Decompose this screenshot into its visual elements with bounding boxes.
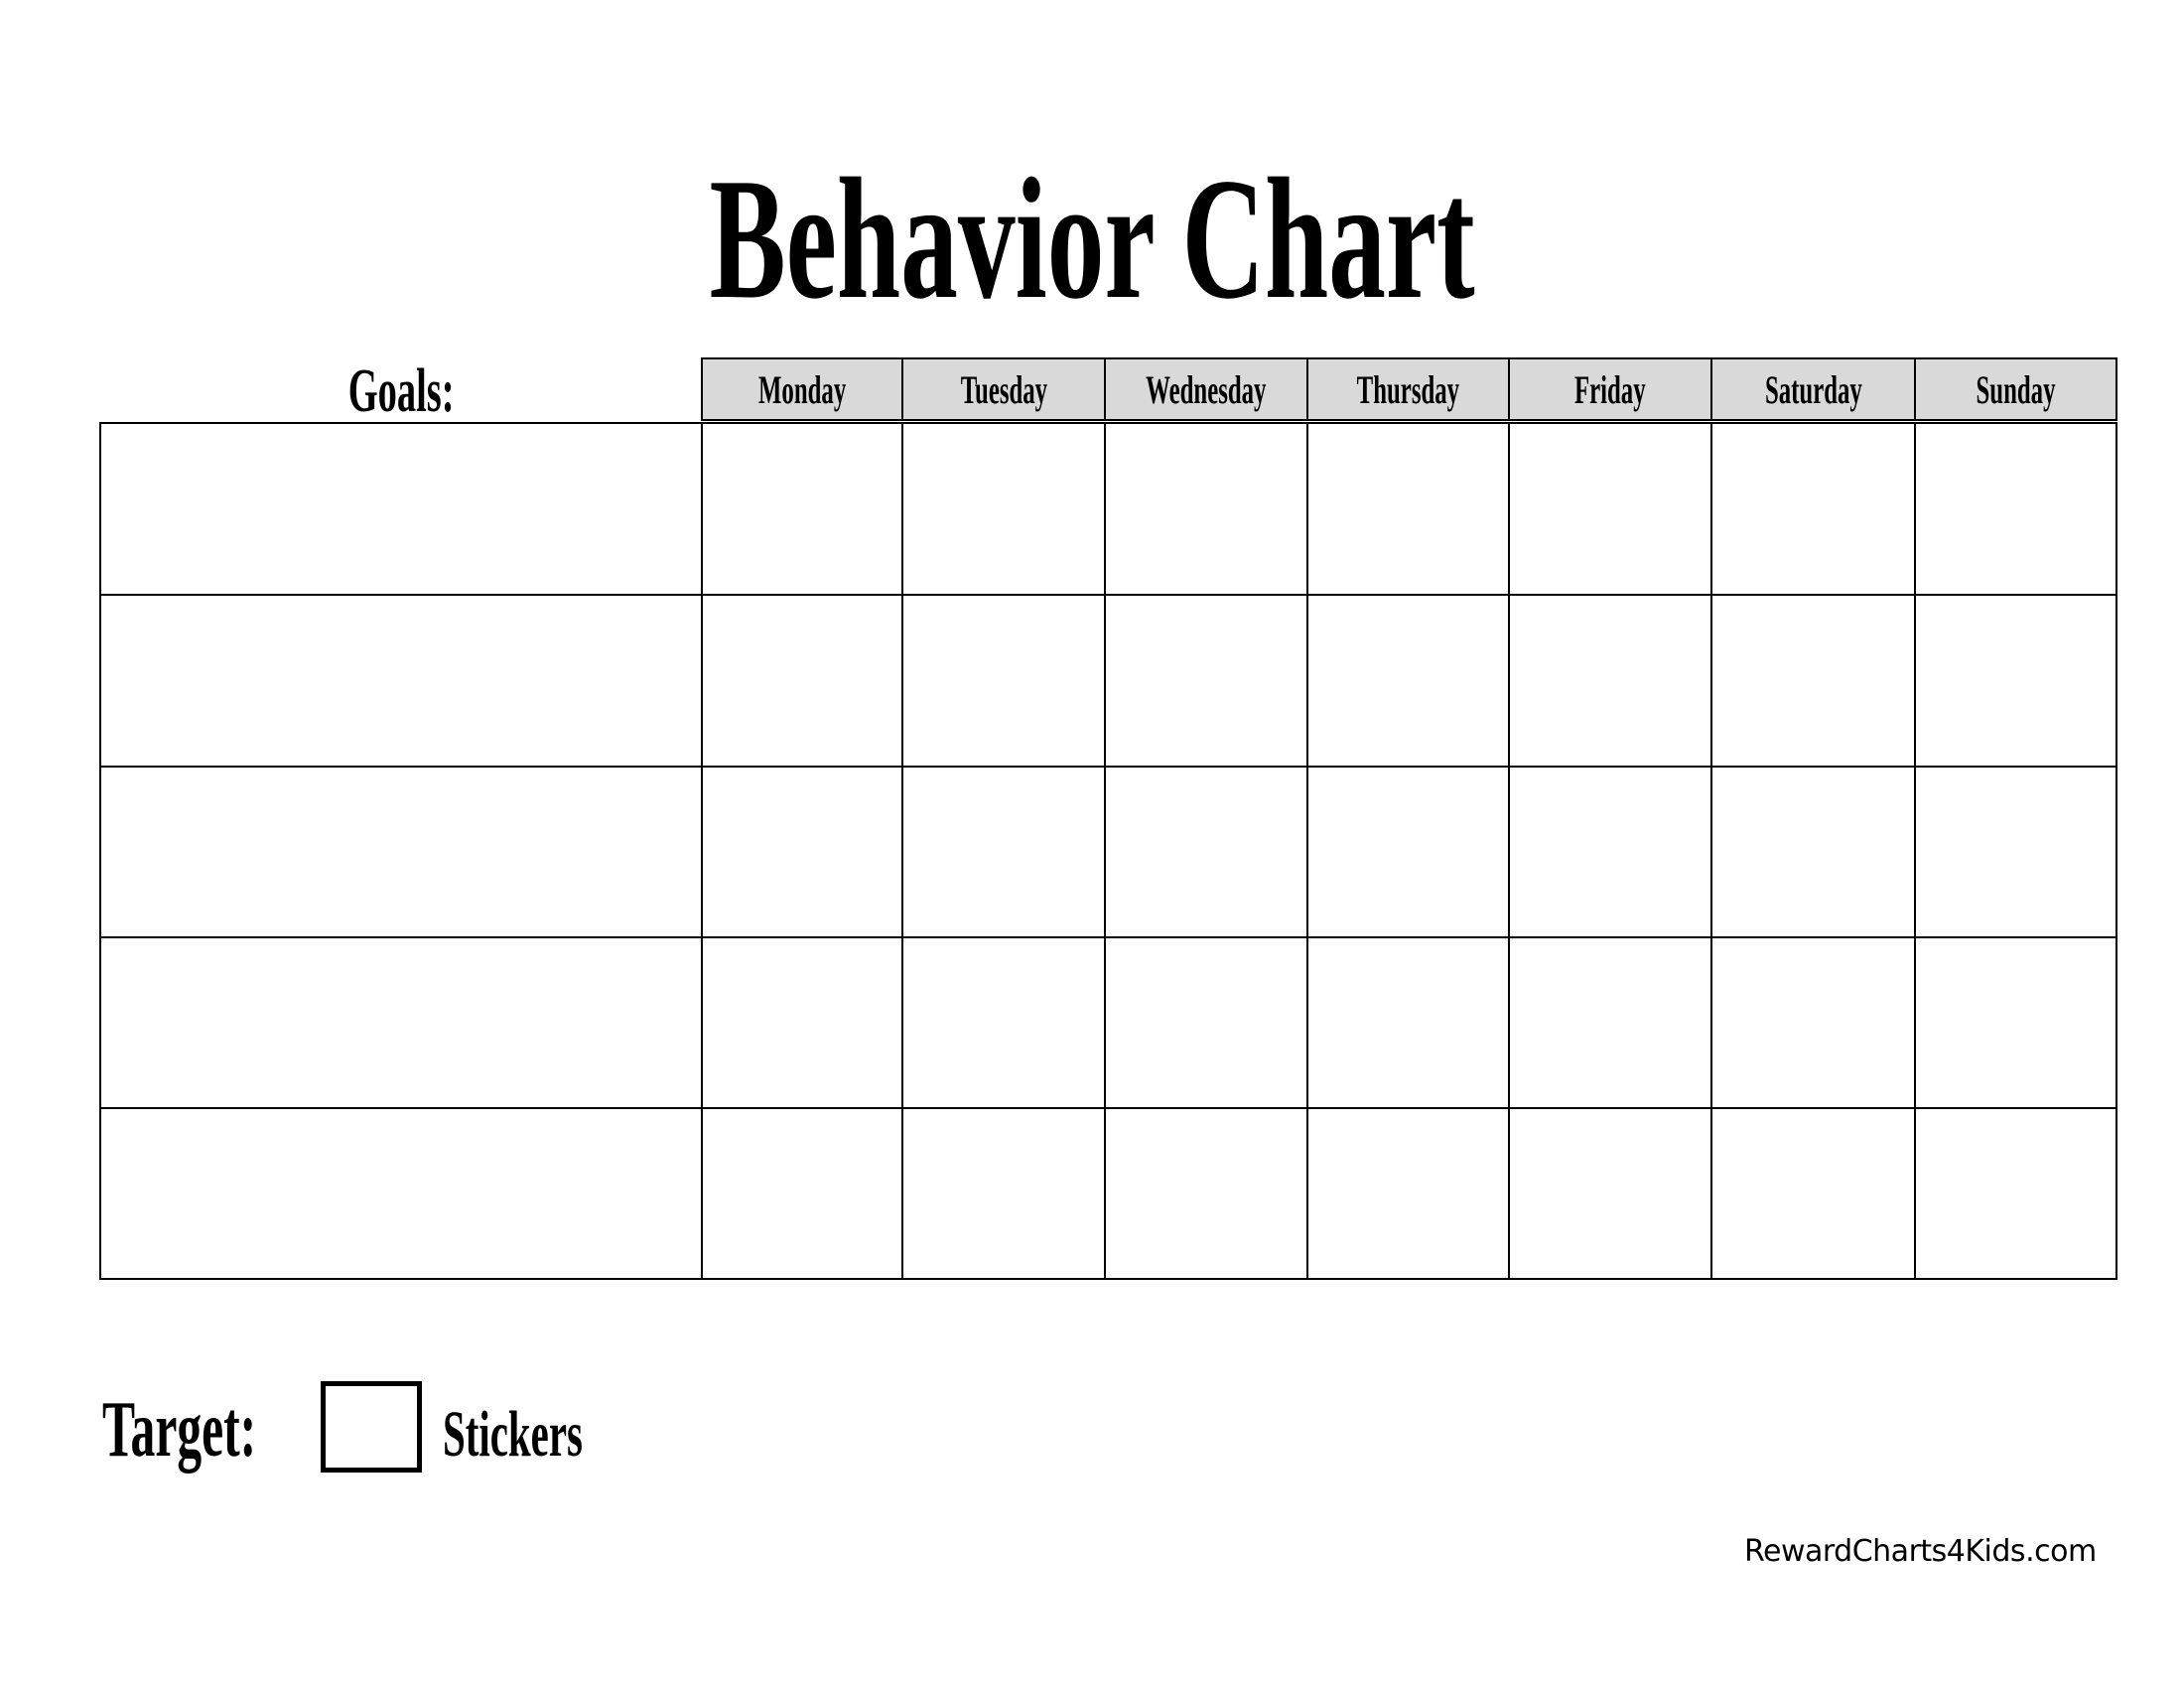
sticker-cell-wednesday[interactable] <box>1104 594 1308 768</box>
sticker-cell-friday[interactable] <box>1508 1107 1712 1280</box>
sticker-cell-tuesday[interactable] <box>901 766 1106 938</box>
goal-cell[interactable] <box>99 594 703 768</box>
sticker-cell-thursday[interactable] <box>1306 1107 1510 1280</box>
sticker-cell-tuesday[interactable] <box>901 936 1106 1109</box>
sticker-cell-wednesday[interactable] <box>1104 422 1308 596</box>
sticker-cell-saturday[interactable] <box>1710 1107 1916 1280</box>
goal-cell[interactable] <box>99 766 703 938</box>
sticker-cell-thursday[interactable] <box>1306 422 1510 596</box>
sticker-cell-saturday[interactable] <box>1710 422 1916 596</box>
target-label: Target: <box>102 1386 257 1474</box>
day-header-saturday: Saturday <box>1710 357 1916 421</box>
goal-cell[interactable] <box>99 936 703 1109</box>
sticker-cell-friday[interactable] <box>1508 594 1712 768</box>
sticker-cell-wednesday[interactable] <box>1104 766 1308 938</box>
sticker-cell-monday[interactable] <box>701 936 903 1109</box>
day-header-tuesday: Tuesday <box>901 357 1106 421</box>
sticker-cell-friday[interactable] <box>1508 766 1712 938</box>
page-title: Behavior Chart <box>709 142 1475 335</box>
goals-label: Goals: <box>347 357 455 425</box>
day-header-thursday: Thursday <box>1306 357 1510 421</box>
day-header-friday: Friday <box>1508 357 1712 421</box>
sticker-cell-saturday[interactable] <box>1710 594 1916 768</box>
sticker-cell-sunday[interactable] <box>1914 594 2117 768</box>
sticker-cell-monday[interactable] <box>701 1107 903 1280</box>
sticker-cell-wednesday[interactable] <box>1104 936 1308 1109</box>
sticker-cell-monday[interactable] <box>701 422 903 596</box>
sticker-cell-tuesday[interactable] <box>901 594 1106 768</box>
sticker-cell-sunday[interactable] <box>1914 766 2117 938</box>
sticker-cell-monday[interactable] <box>701 594 903 768</box>
sticker-cell-thursday[interactable] <box>1306 766 1510 938</box>
sticker-cell-tuesday[interactable] <box>901 422 1106 596</box>
sticker-cell-thursday[interactable] <box>1306 594 1510 768</box>
sticker-cell-sunday[interactable] <box>1914 936 2117 1109</box>
sticker-cell-saturday[interactable] <box>1710 936 1916 1109</box>
target-sticker-count-box[interactable] <box>321 1381 422 1473</box>
stickers-label: Stickers <box>443 1398 583 1471</box>
sticker-cell-friday[interactable] <box>1508 936 1712 1109</box>
day-header-sunday: Sunday <box>1914 357 2117 421</box>
sticker-cell-tuesday[interactable] <box>901 1107 1106 1280</box>
footer-website: RewardCharts4Kids.com <box>1744 1534 2097 1569</box>
sticker-cell-monday[interactable] <box>701 766 903 938</box>
sticker-cell-sunday[interactable] <box>1914 422 2117 596</box>
goal-cell[interactable] <box>99 1107 703 1280</box>
sticker-cell-saturday[interactable] <box>1710 766 1916 938</box>
sticker-cell-friday[interactable] <box>1508 422 1712 596</box>
sticker-cell-thursday[interactable] <box>1306 936 1510 1109</box>
sticker-cell-wednesday[interactable] <box>1104 1107 1308 1280</box>
day-header-wednesday: Wednesday <box>1104 357 1308 421</box>
goal-cell[interactable] <box>99 422 703 596</box>
sticker-cell-sunday[interactable] <box>1914 1107 2117 1280</box>
day-header-monday: Monday <box>701 357 903 421</box>
